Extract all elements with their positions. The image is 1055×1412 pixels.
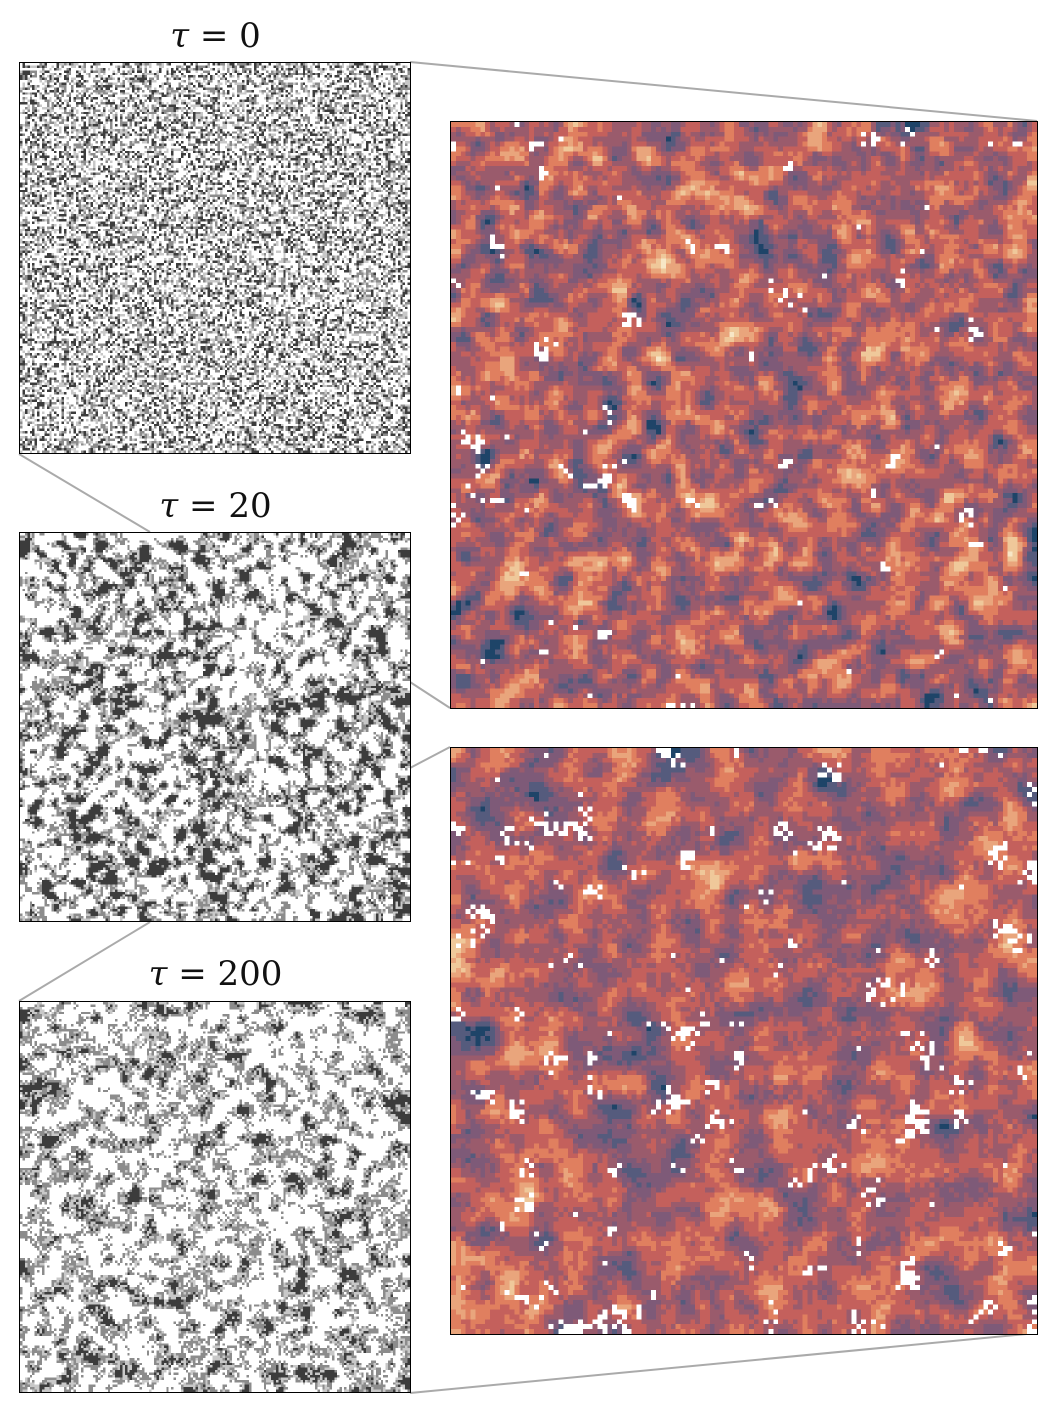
- colored-lattice-zoom-tau-200: [450, 747, 1038, 1335]
- connector-line: [409, 681, 451, 709]
- connector-line: [409, 61, 1038, 122]
- lattice-snapshot-tau-200: [19, 1001, 411, 1393]
- colored-lattice-zoom-tau-20: [450, 121, 1038, 709]
- panel-title-tau-0: τ = 0: [170, 16, 261, 56]
- connector-line: [409, 1332, 1038, 1394]
- connector-line: [409, 746, 451, 769]
- lattice-snapshot-tau-0: [19, 62, 411, 454]
- connector-line: [18, 453, 151, 533]
- panel-title-tau-200: τ = 200: [148, 954, 283, 994]
- lattice-snapshot-tau-20: [19, 532, 411, 922]
- panel-title-tau-20: τ = 20: [159, 486, 272, 526]
- connector-line: [18, 921, 151, 1002]
